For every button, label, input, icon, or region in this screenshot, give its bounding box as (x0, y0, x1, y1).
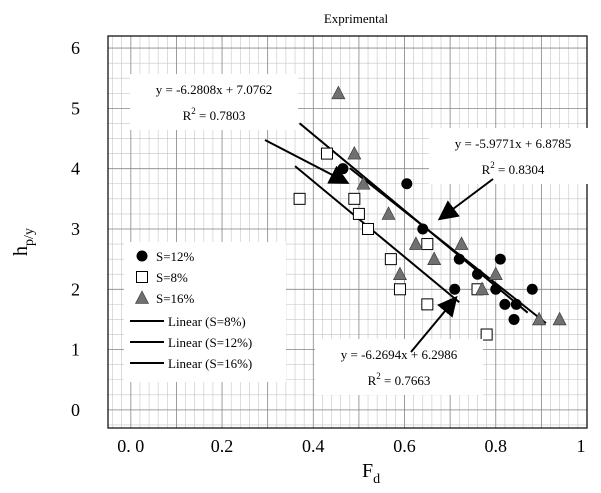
data-point (510, 298, 522, 310)
legend-label: S=16% (156, 291, 195, 306)
r-squared-exponent: 2 (191, 106, 196, 116)
y-axis-title-sub: p/y (22, 228, 37, 246)
data-point (401, 178, 413, 190)
r-squared-line: R2 = 0.7803 (183, 106, 246, 123)
x-axis-title: Fd (362, 460, 380, 487)
plot-frame (107, 35, 588, 429)
data-point (421, 298, 434, 311)
r-squared-exponent: 2 (376, 371, 381, 381)
data-point (449, 283, 461, 295)
y-tick-label: 6 (71, 38, 80, 58)
data-point (384, 253, 397, 266)
trendline (294, 165, 460, 304)
x-tick-label: 0.4 (302, 436, 325, 456)
data-points (293, 85, 567, 341)
data-point (552, 311, 567, 326)
legend-label: Linear (S=12%) (168, 335, 252, 350)
r-squared-exponent: 2 (490, 160, 495, 170)
data-point (526, 283, 538, 295)
x-tick-label: 1 (577, 436, 586, 456)
y-axis-title-main: h (10, 246, 32, 256)
x-axis-tick-labels: 0. 0 0.2 0.4 0.6 0.8 1 (117, 436, 585, 456)
data-point (421, 238, 434, 251)
trendline (349, 167, 547, 324)
legend-label: S=8% (156, 270, 188, 285)
equation-box (429, 128, 597, 184)
r-squared-label: R (482, 162, 491, 177)
r-squared-label: R (183, 108, 192, 123)
annotation-arrow (437, 178, 494, 221)
x-tick-label: 0.8 (485, 436, 508, 456)
data-point (337, 163, 349, 175)
x-tick-label: 0.2 (211, 436, 234, 456)
data-point (490, 283, 502, 295)
annotation-arrow (410, 295, 458, 353)
r-squared-value: = 0.7803 (196, 108, 246, 123)
data-point (362, 222, 375, 235)
x-tick-label: 0.6 (393, 436, 416, 456)
data-point (499, 298, 511, 310)
data-point (472, 268, 484, 280)
data-point (480, 328, 493, 341)
equation-line: y = -6.2808x + 7.0762 (156, 82, 273, 97)
data-point (392, 266, 407, 281)
data-point (331, 85, 346, 100)
r-squared-value: = 0.7663 (381, 373, 431, 388)
legend-marker (136, 271, 148, 283)
data-point (508, 313, 520, 325)
data-point (453, 253, 465, 265)
data-point (347, 145, 362, 160)
data-point (494, 253, 506, 265)
y-tick-label: 3 (71, 219, 80, 239)
y-tick-label: 4 (71, 159, 80, 179)
data-point (393, 283, 406, 296)
y-axis-tick-labels: 0 1 2 3 4 5 6 (71, 38, 80, 420)
x-axis-title-sub: d (373, 472, 380, 487)
data-point (356, 176, 371, 190)
r-squared-line: R2 = 0.7663 (368, 371, 431, 388)
legend-label: Linear (S=8%) (168, 314, 246, 329)
data-point (408, 236, 423, 250)
y-tick-label: 2 (71, 279, 80, 299)
data-point (427, 251, 442, 265)
data-point (381, 206, 396, 220)
x-axis-title-main: F (362, 460, 373, 482)
trendlines (294, 122, 547, 324)
data-point (348, 192, 361, 205)
data-point (352, 207, 365, 220)
y-axis-title: hp/y (10, 228, 37, 256)
legend: S=12% S=8% S=16% Linear (S=8%) Linear (S=12%… (124, 242, 286, 382)
y-tick-label: 5 (71, 98, 80, 118)
legend-box (124, 242, 286, 382)
legend-label: Linear (S=16%) (168, 356, 252, 371)
data-point (488, 266, 503, 281)
chart-title: Exprimental (324, 11, 389, 26)
data-point (454, 236, 469, 250)
data-point (532, 311, 547, 326)
annotation-arrow (264, 139, 350, 184)
equation-box (315, 339, 483, 395)
data-point (417, 223, 429, 235)
r-squared-value: = 0.8304 (495, 162, 545, 177)
legend-marker (136, 250, 148, 262)
r-squared-line: R2 = 0.8304 (482, 160, 545, 177)
r-squared-label: R (368, 373, 377, 388)
equation-box (130, 74, 298, 130)
equation-line: y = -6.2694x + 6.2986 (341, 347, 458, 362)
legend-label: S=12% (156, 249, 195, 264)
data-point (293, 192, 306, 205)
y-tick-label: 1 (71, 340, 80, 360)
x-tick-label: 0. 0 (117, 436, 144, 456)
equation-line: y = -5.9771x + 6.8785 (455, 136, 572, 151)
y-tick-label: 0 (71, 400, 80, 420)
legend-marker (135, 290, 149, 304)
data-point (475, 281, 490, 296)
data-point (320, 147, 333, 160)
